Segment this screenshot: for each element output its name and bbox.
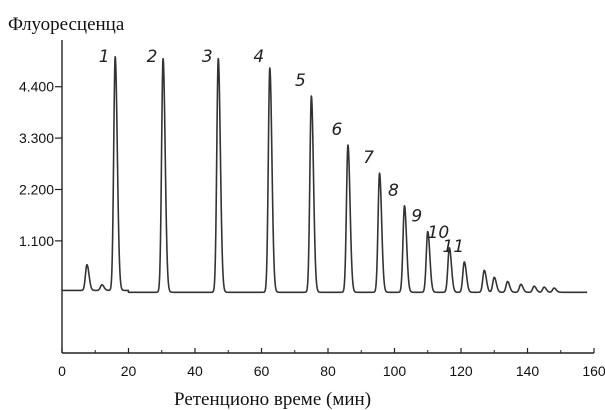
x-tick-label: 60 bbox=[254, 363, 270, 379]
y-axis-title: Флуоресценца bbox=[8, 14, 125, 35]
x-tick-label: 20 bbox=[121, 363, 137, 379]
peak-label: 10 bbox=[428, 223, 450, 243]
peak-label: 3 bbox=[202, 47, 213, 67]
y-tick-label: 1.100 bbox=[19, 233, 54, 249]
y-tick-label: 2.200 bbox=[19, 181, 54, 197]
chromatogram-trace bbox=[61, 56, 588, 294]
x-tick-label: 100 bbox=[383, 363, 407, 379]
peak-label: 6 bbox=[332, 120, 343, 140]
x-tick-label: 80 bbox=[320, 363, 336, 379]
peak-label: 4 bbox=[253, 47, 264, 67]
y-tick-label: 4.400 bbox=[19, 79, 54, 95]
peak-label: 7 bbox=[363, 148, 374, 168]
peak-label: 5 bbox=[295, 71, 306, 91]
x-tick-label: 40 bbox=[187, 363, 203, 379]
peak-label: 9 bbox=[411, 207, 422, 227]
x-tick-label: 0 bbox=[58, 363, 66, 379]
peak-label: 11 bbox=[443, 237, 465, 257]
y-tick-label: 3.300 bbox=[19, 130, 54, 146]
peak-label: 2 bbox=[147, 47, 158, 67]
peak-label: 1 bbox=[99, 47, 110, 67]
x-tick-label: 120 bbox=[449, 363, 473, 379]
x-tick-label: 160 bbox=[582, 363, 605, 379]
x-axis-title: Ретенционо време (мин) bbox=[174, 389, 371, 410]
peak-label: 8 bbox=[388, 181, 399, 201]
x-tick-label: 140 bbox=[516, 363, 540, 379]
